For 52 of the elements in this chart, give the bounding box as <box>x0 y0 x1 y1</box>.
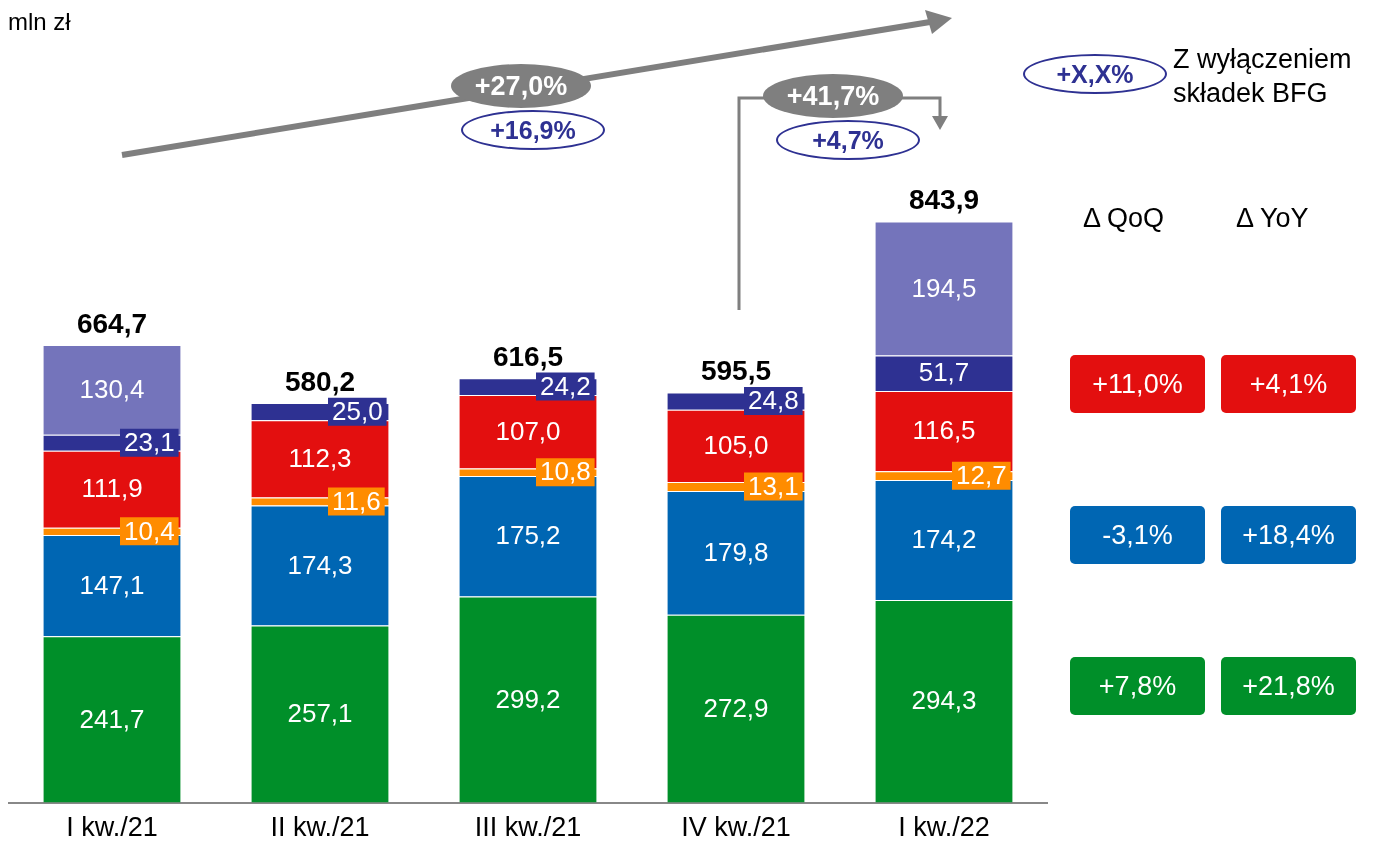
data-label: 147,1 <box>79 569 145 600</box>
data-label: 174,3 <box>287 549 353 580</box>
data-label: 23,1 <box>124 426 175 457</box>
data-label: 130,4 <box>79 374 145 405</box>
x-tick-label: II kw./21 <box>270 812 370 843</box>
data-label: 112,3 <box>288 443 352 474</box>
chart-title: mln zł <box>8 8 71 36</box>
total-label: 616,5 <box>492 340 564 372</box>
text: Δ YoY <box>1236 203 1309 234</box>
total-label: 595,5 <box>700 355 772 387</box>
data-label: 299,2 <box>495 683 561 714</box>
data-label: 10,8 <box>540 456 591 487</box>
total-label: 580,2 <box>284 365 356 397</box>
data-label: 10,4 <box>124 515 175 546</box>
data-label: 175,2 <box>495 520 561 551</box>
data-label: 294,3 <box>911 685 977 716</box>
data-label: 116,5 <box>912 415 976 446</box>
data-label: 12,7 <box>956 459 1007 490</box>
x-tick-label: I kw./21 <box>66 812 158 843</box>
data-label: 107,0 <box>495 415 561 446</box>
data-label: 257,1 <box>287 698 353 729</box>
x-tick-label: IV kw./21 <box>681 812 791 843</box>
data-label: 179,8 <box>703 537 769 567</box>
text: +11,0% <box>1070 355 1205 413</box>
text: +X,X% <box>1023 54 1167 94</box>
data-label: 194,5 <box>911 272 977 303</box>
data-label: 11,6 <box>331 485 381 516</box>
text: +16,9% <box>461 110 605 150</box>
text: +4,7% <box>776 120 920 160</box>
data-label: 51,7 <box>918 357 970 388</box>
data-label: 24,8 <box>748 385 799 416</box>
text: +18,4% <box>1221 506 1356 564</box>
data-label: 241,7 <box>79 703 145 734</box>
total-label: 843,9 <box>908 184 980 216</box>
text: +4,1% <box>1221 355 1356 413</box>
data-label: 24,2 <box>540 370 591 401</box>
x-tick-label: I kw./22 <box>898 812 990 843</box>
text: Δ QoQ <box>1083 203 1165 234</box>
data-label: 105,0 <box>703 429 769 460</box>
text: Z wyłączeniem składek BFG <box>1173 43 1353 110</box>
total-label: 664,7 <box>76 307 148 339</box>
data-label: 13,1 <box>748 470 799 501</box>
text: -3,1% <box>1070 506 1205 564</box>
data-label: 272,9 <box>703 692 769 723</box>
text: +7,8% <box>1070 657 1205 715</box>
text: +27,0% <box>451 64 591 108</box>
data-label: 25,0 <box>332 395 383 426</box>
data-label: 111,9 <box>81 473 143 504</box>
data-label: 174,2 <box>911 524 977 555</box>
x-tick-label: III kw./21 <box>474 812 582 843</box>
text: +21,8% <box>1221 657 1356 715</box>
text: +41,7% <box>763 74 903 118</box>
